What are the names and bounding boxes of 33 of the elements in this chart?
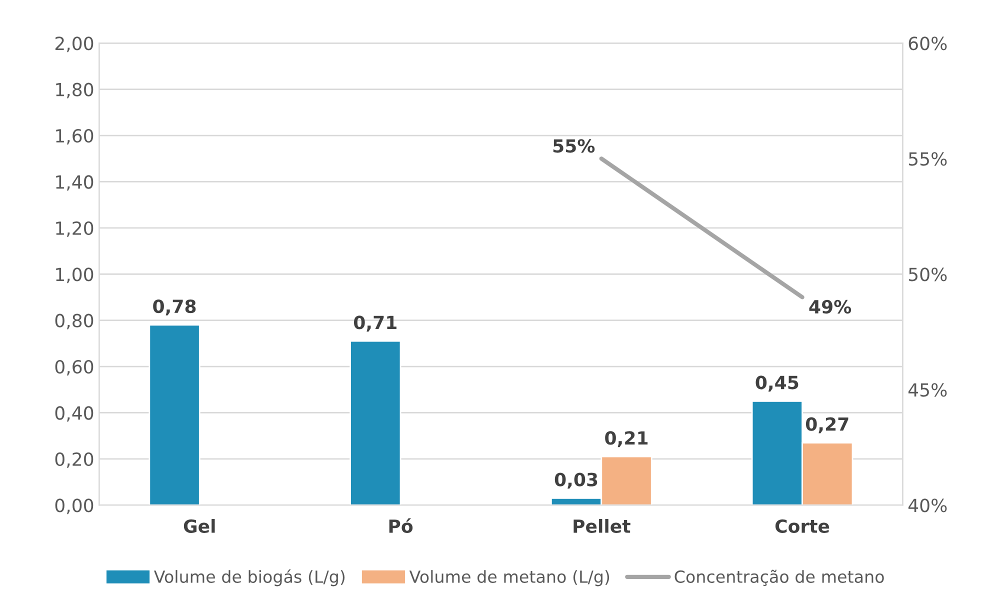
data-label: 0,03	[554, 472, 598, 489]
y-tick-label: 2,00	[55, 36, 94, 52]
x-tick-label: Gel	[184, 519, 215, 533]
y-tick-label: 0,60	[55, 360, 94, 376]
y2-tick-label: 50%	[908, 268, 947, 282]
data-label: 0,21	[605, 431, 648, 448]
legend-label: Volume de metano (L/g)	[409, 570, 610, 586]
y-tick-label: 1,60	[56, 128, 94, 144]
y-tick-label: 0,00	[55, 498, 94, 514]
y-tick-label: 0,80	[55, 314, 94, 330]
data-label: 0,71	[354, 316, 396, 332]
y-tick-label: 1,00	[56, 268, 94, 284]
y-tick-label: 1,20	[56, 221, 94, 237]
y-tick-label: 1,40	[56, 175, 94, 191]
data-label: 0,78	[153, 299, 196, 316]
y2-tick-label: 55%	[908, 152, 947, 166]
data-label: 55%	[553, 139, 595, 153]
legend-label: Concentração de metano	[674, 570, 884, 586]
data-label: 0,45	[756, 376, 798, 392]
y2-tick-label: 60%	[908, 36, 947, 50]
bar	[350, 340, 402, 506]
x-tick-label: Corte	[775, 519, 830, 533]
y-tick-label: 0,20	[55, 452, 94, 468]
data-label: 0,27	[806, 417, 848, 434]
y-tick-label: 0,40	[55, 406, 94, 422]
y-tick-label: 1,80	[56, 82, 94, 98]
legend-label: Volume de biogás (L/g)	[154, 569, 345, 586]
y2-tick-label: 40%	[908, 498, 947, 512]
y2-tick-label: 45%	[908, 383, 947, 397]
x-tick-label: Pó	[389, 518, 413, 533]
data-label: 49%	[809, 300, 852, 314]
x-tick-label: Pellet	[574, 519, 630, 533]
bar	[148, 324, 200, 506]
